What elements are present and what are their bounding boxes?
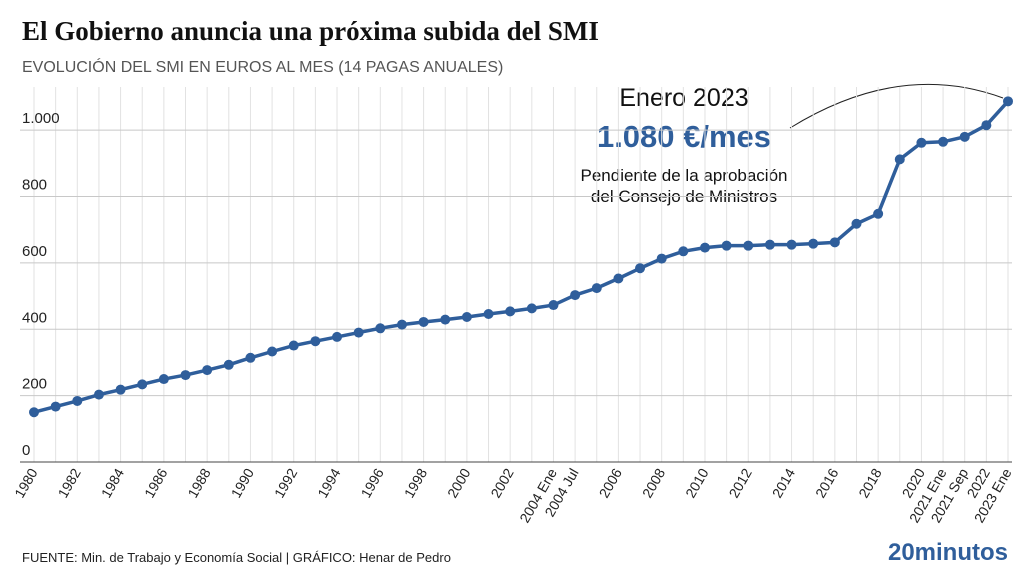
- brand-logo: 20minutos: [888, 539, 1008, 566]
- point: [959, 131, 970, 142]
- point: [461, 311, 472, 322]
- chart-title: El Gobierno anuncia una próxima subida d…: [22, 16, 599, 46]
- point: [418, 316, 429, 327]
- point: [1003, 96, 1013, 107]
- point: [29, 407, 39, 418]
- x-tick-label: 2006: [596, 465, 626, 500]
- x-tick-label: 2008: [639, 465, 669, 500]
- point: [180, 370, 191, 381]
- chart-subtitle: EVOLUCIÓN DEL SMI EN EUROS AL MES (14 PA…: [22, 57, 503, 76]
- x-tick-label: 1988: [184, 465, 214, 500]
- x-tick-label: 1996: [357, 465, 387, 500]
- point: [721, 240, 732, 251]
- point: [158, 374, 169, 385]
- point: [656, 253, 667, 264]
- point: [202, 365, 213, 376]
- point: [50, 401, 61, 412]
- x-tick-label: 1994: [314, 465, 344, 500]
- point: [808, 238, 819, 249]
- annotation-line: Pendiente de la aprobación: [581, 166, 788, 185]
- point: [938, 136, 949, 147]
- annotation-title: Enero 2023: [619, 84, 748, 112]
- point: [137, 379, 148, 390]
- point: [570, 290, 581, 301]
- x-tick-label: 2010: [682, 465, 712, 500]
- annotation-arrow: [789, 83, 1004, 129]
- point: [678, 246, 689, 257]
- y-tick-label: 800: [22, 177, 47, 194]
- point: [591, 283, 602, 294]
- point: [115, 384, 126, 395]
- point: [613, 273, 624, 284]
- x-tick-label: 1980: [11, 465, 41, 500]
- point: [635, 263, 646, 274]
- point: [526, 303, 537, 314]
- x-tick-label: 2002: [487, 465, 517, 500]
- point: [310, 336, 321, 347]
- point: [245, 352, 256, 363]
- point: [223, 359, 234, 370]
- point: [786, 239, 797, 250]
- point: [72, 395, 83, 406]
- point: [894, 154, 905, 165]
- x-tick-label: 1998: [401, 465, 431, 500]
- point: [396, 319, 407, 330]
- point: [851, 218, 862, 229]
- y-tick-label: 1.000: [22, 110, 60, 127]
- point: [699, 242, 710, 253]
- x-tick-label: 1990: [228, 465, 258, 500]
- x-tick-label: 2018: [855, 465, 885, 500]
- point: [332, 331, 343, 342]
- point: [288, 340, 299, 351]
- y-tick-label: 400: [22, 309, 47, 326]
- y-tick-label: 200: [22, 376, 47, 393]
- x-tick-label: 1982: [54, 465, 84, 500]
- series-line: [33, 100, 1010, 414]
- point: [764, 239, 775, 250]
- x-tick-label: 2016: [812, 465, 842, 500]
- y-tick-label: 600: [22, 243, 47, 260]
- x-tick-label: 2012: [725, 465, 755, 500]
- point: [440, 314, 451, 325]
- point: [829, 237, 840, 248]
- x-tick-label: 1984: [98, 465, 128, 500]
- point: [981, 120, 992, 131]
- x-tick-label: 2014: [769, 465, 799, 500]
- point: [267, 346, 278, 357]
- x-tick-label: 2000: [444, 465, 474, 500]
- point: [353, 327, 364, 338]
- point: [743, 240, 754, 251]
- point: [483, 309, 494, 320]
- point: [93, 389, 104, 400]
- x-tick-label: 1992: [271, 465, 301, 500]
- annotation-value: 1.080 €/mes: [597, 119, 771, 154]
- source: FUENTE: Min. de Trabajo y Economía Socia…: [22, 550, 451, 565]
- point: [873, 208, 884, 219]
- point: [916, 137, 927, 148]
- y-tick-label: 0: [22, 442, 30, 459]
- point: [375, 323, 386, 334]
- x-tick-label: 1986: [141, 465, 171, 500]
- point: [505, 306, 516, 317]
- point: [548, 300, 559, 311]
